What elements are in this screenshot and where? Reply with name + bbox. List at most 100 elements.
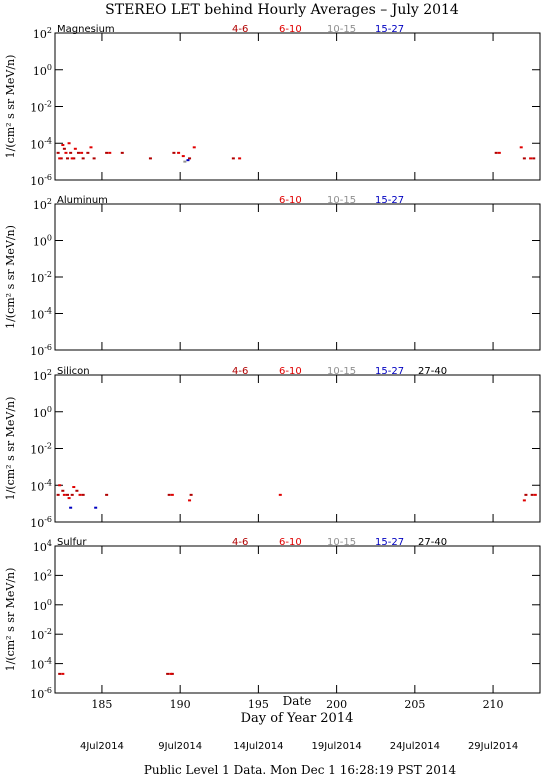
date-tick-label: 9Jul2014: [158, 741, 202, 752]
y-tick-label: 100: [33, 598, 52, 613]
legend-label: 10-15: [327, 366, 356, 377]
legend-label: 4-6: [232, 537, 248, 548]
plot-frame: [54, 374, 541, 523]
legend-label: 4-6: [232, 366, 248, 377]
y-tick-label: 100: [33, 63, 52, 78]
y-axis-label: 1/(cm² s sr MeV/n): [4, 225, 17, 329]
y-tick-label: 10-6: [30, 686, 52, 701]
data-point: [522, 157, 526, 160]
data-point: [58, 484, 62, 487]
data-point: [80, 151, 84, 154]
y-tick-label: 102: [33, 26, 52, 41]
y-axis-label: 1/(cm² s sr MeV/n): [4, 397, 17, 501]
data-point: [529, 157, 533, 160]
x-tick-label: 195: [248, 698, 269, 711]
data-point: [81, 493, 85, 496]
x-tick-label: 205: [404, 698, 425, 711]
data-point: [494, 151, 498, 154]
y-tick-label: 10-4: [30, 136, 52, 151]
legend-label: 10-15: [327, 537, 356, 548]
x-tick-label: 190: [170, 698, 191, 711]
data-point: [56, 151, 60, 154]
data-point: [56, 493, 60, 496]
data-point: [89, 146, 93, 149]
x-tick-label: 210: [483, 698, 504, 711]
y-tick-label: 102: [33, 368, 52, 383]
data-point: [188, 499, 192, 502]
legend-label: 27-40: [418, 366, 447, 377]
data-point: [78, 493, 82, 496]
y-tick-label: 10-2: [30, 100, 52, 115]
panel-title: Silicon: [57, 366, 90, 377]
data-point: [522, 499, 526, 502]
data-point: [278, 493, 282, 496]
data-point: [189, 493, 193, 496]
data-point: [70, 157, 74, 160]
data-point: [61, 489, 65, 492]
date-tick-label: 14Jul2014: [233, 741, 283, 752]
data-point: [67, 497, 71, 500]
legend-label: 6-10: [279, 366, 302, 377]
y-tick-label: 102: [33, 197, 52, 212]
y-tick-label: 10-2: [30, 270, 52, 285]
date-tick-label: 19Jul2014: [311, 741, 361, 752]
data-point: [148, 157, 152, 160]
panel-title: Aluminum: [57, 195, 108, 206]
x-tick-label: 200: [326, 698, 347, 711]
y-tick-label: 10-4: [30, 307, 52, 322]
data-point: [533, 493, 537, 496]
data-point: [62, 493, 66, 496]
legend-label: 6-10: [279, 24, 302, 35]
legend-label: 27-40: [418, 537, 447, 548]
footer: Public Level 1 Data. Mon Dec 1 16:28:19 …: [144, 763, 457, 777]
panel-title: Sulfur: [57, 537, 87, 548]
data-point: [67, 142, 71, 145]
data-point: [519, 146, 523, 149]
data-point: [177, 151, 181, 154]
data-point: [120, 151, 124, 154]
panel-title: Magnesium: [57, 24, 115, 35]
data-point: [231, 157, 235, 160]
data-point: [69, 506, 73, 509]
legend-label: 6-10: [279, 537, 302, 548]
data-point: [524, 493, 528, 496]
y-tick-label: 100: [33, 234, 52, 249]
x-axis-label: Day of Year 2014: [241, 711, 354, 726]
data-point: [72, 486, 76, 489]
data-point: [66, 493, 70, 496]
legend-label: 15-27: [375, 366, 404, 377]
data-point: [108, 151, 112, 154]
y-axis-label: 1/(cm² s sr MeV/n): [4, 55, 17, 159]
legend-label: 10-15: [327, 24, 356, 35]
y-tick-label: 10-2: [30, 442, 52, 457]
date-tick-label: 24Jul2014: [390, 741, 440, 752]
data-point: [58, 157, 62, 160]
y-tick-label: 10-2: [30, 627, 52, 642]
data-point: [172, 151, 176, 154]
y-tick-label: 102: [33, 568, 52, 583]
data-point: [170, 493, 174, 496]
y-tick-label: 10-4: [30, 657, 52, 672]
data-point: [170, 672, 174, 675]
legend-label: 15-27: [375, 24, 404, 35]
data-point: [73, 147, 77, 150]
plot-frame: [54, 32, 541, 181]
data-point: [169, 672, 173, 675]
y-tick-label: 10-6: [30, 343, 52, 358]
data-point: [183, 160, 187, 163]
data-point: [181, 155, 185, 158]
data-point: [64, 151, 68, 154]
legend-label: 10-15: [327, 195, 356, 206]
data-point: [61, 144, 65, 147]
data-point: [61, 672, 65, 675]
y-tick-label: 10-4: [30, 478, 52, 493]
data-point: [58, 672, 62, 675]
data-point: [81, 157, 85, 160]
data-point: [62, 147, 66, 150]
y-tick-label: 10-6: [30, 173, 52, 188]
data-point: [188, 157, 192, 160]
data-point: [105, 151, 109, 154]
data-point: [92, 157, 96, 160]
data-point: [532, 157, 536, 160]
